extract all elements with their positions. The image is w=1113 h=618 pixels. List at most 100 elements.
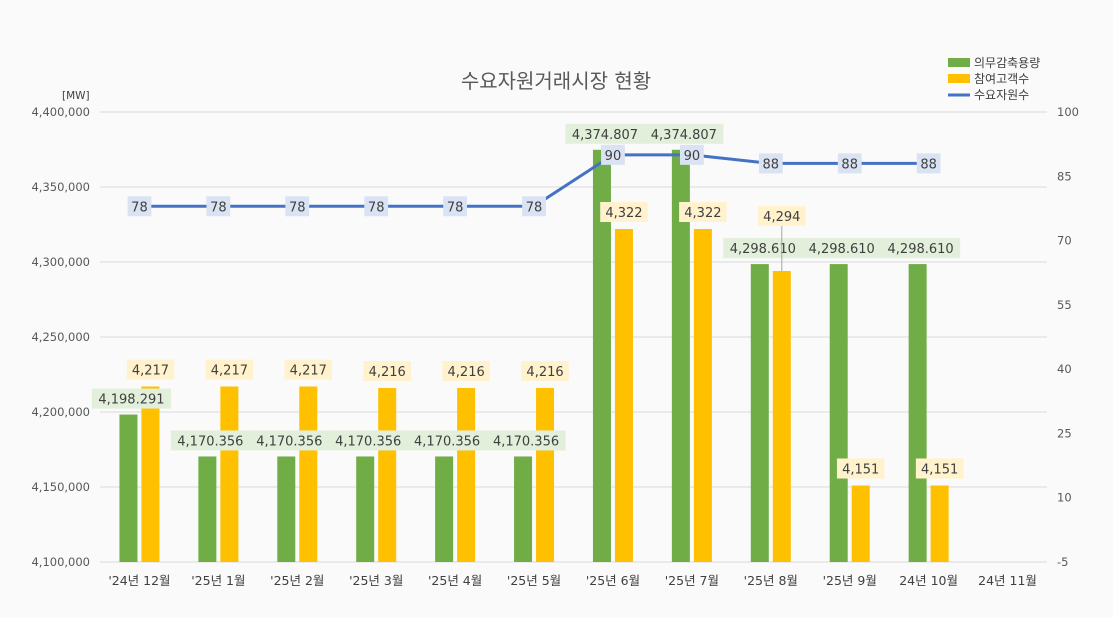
data-label-demand-resources: 78 bbox=[289, 200, 306, 215]
data-label-obligation-capacity-bg bbox=[802, 238, 882, 259]
legend-swatch bbox=[948, 74, 970, 83]
data-label-obligation-capacity-bg bbox=[328, 430, 408, 451]
data-label-customer-count-bg bbox=[758, 206, 806, 226]
data-label-demand-resources-bg bbox=[127, 196, 152, 217]
data-label-obligation-capacity-bg bbox=[170, 430, 250, 451]
category-label: 24년 10월 bbox=[899, 573, 958, 588]
data-label-obligation-capacity: 4,374.807 bbox=[651, 128, 717, 143]
bar-customer-count bbox=[299, 386, 318, 562]
data-label-obligation-capacity-bg bbox=[486, 430, 566, 451]
bar-obligation-capacity bbox=[908, 264, 927, 562]
right-axis-tick-label: 100 bbox=[1057, 105, 1079, 119]
data-label-demand-resources: 90 bbox=[684, 149, 701, 164]
data-label-customer-count-bg bbox=[679, 202, 727, 222]
legend-swatch bbox=[948, 58, 970, 67]
category-label: '25년 6월 bbox=[586, 573, 640, 588]
bar-obligation-capacity bbox=[671, 149, 690, 563]
bar-obligation-capacity bbox=[356, 456, 375, 562]
right-axis-tick-label: 10 bbox=[1057, 491, 1072, 505]
data-label-demand-resources: 78 bbox=[447, 200, 464, 215]
data-label-customer-count: 4,151 bbox=[842, 463, 879, 478]
category-label: '25년 8월 bbox=[744, 573, 798, 588]
data-label-customer-count: 4,322 bbox=[684, 206, 721, 221]
right-axis-tick-label: 70 bbox=[1057, 234, 1072, 248]
data-label-customer-count: 4,217 bbox=[132, 364, 169, 379]
category-label: '25년 2월 bbox=[270, 573, 324, 588]
bar-customer-count bbox=[378, 388, 397, 562]
left-axis-tick-label: 4,100,000 bbox=[31, 555, 90, 569]
bar-customer-count bbox=[930, 485, 949, 562]
legend-label: 의무감축용량 bbox=[974, 56, 1040, 70]
left-axis-tick-label: 4,150,000 bbox=[31, 480, 90, 494]
data-label-obligation-capacity: 4,170.356 bbox=[256, 434, 322, 449]
right-axis-tick-label: 25 bbox=[1057, 426, 1072, 440]
data-label-customer-count-bg bbox=[205, 359, 254, 380]
data-label-demand-resources-bg bbox=[837, 153, 862, 174]
category-label: '25년 3월 bbox=[349, 573, 403, 588]
bar-customer-count bbox=[141, 386, 160, 562]
data-label-demand-resources-bg bbox=[679, 144, 704, 165]
data-label-obligation-capacity: 4,298.610 bbox=[730, 242, 796, 257]
bar-customer-count bbox=[457, 388, 476, 562]
data-label-customer-count-bg bbox=[521, 361, 569, 381]
data-label-demand-resources: 78 bbox=[131, 200, 148, 215]
data-label-obligation-capacity-bg bbox=[565, 123, 645, 144]
data-label-demand-resources-bg bbox=[443, 196, 468, 217]
data-label-demand-resources: 78 bbox=[526, 200, 543, 215]
data-label-obligation-capacity-bg bbox=[644, 123, 724, 144]
bar-obligation-capacity bbox=[435, 456, 454, 562]
right-axis-tick-label: -5 bbox=[1057, 555, 1068, 569]
data-label-obligation-capacity: 4,298.610 bbox=[888, 242, 954, 257]
category-label: '24년 12월 bbox=[108, 573, 170, 588]
bar-obligation-capacity bbox=[119, 414, 138, 562]
data-label-customer-count: 4,151 bbox=[921, 463, 958, 478]
right-axis-tick-label: 55 bbox=[1057, 298, 1072, 312]
data-label-customer-count: 4,216 bbox=[448, 365, 485, 380]
data-label-demand-resources: 88 bbox=[841, 157, 858, 172]
bar-customer-count bbox=[614, 229, 633, 562]
data-label-demand-resources: 78 bbox=[210, 200, 227, 215]
data-label-customer-count-bg bbox=[442, 361, 490, 381]
data-label-customer-count-bg bbox=[836, 458, 885, 479]
data-label-demand-resources: 88 bbox=[920, 157, 937, 172]
data-label-demand-resources-bg bbox=[758, 153, 783, 174]
bar-obligation-capacity bbox=[829, 264, 848, 562]
category-label: '25년 4월 bbox=[428, 573, 482, 588]
legend-label: 참여고객수 bbox=[974, 72, 1029, 86]
data-label-demand-resources-bg bbox=[206, 196, 231, 217]
data-label-obligation-capacity: 4,374.807 bbox=[572, 128, 638, 143]
right-axis-tick-label: 85 bbox=[1057, 169, 1072, 183]
data-label-customer-count: 4,294 bbox=[763, 210, 800, 225]
data-label-demand-resources-bg bbox=[601, 144, 625, 165]
data-label-obligation-capacity-bg bbox=[91, 388, 172, 409]
data-label-customer-count: 4,217 bbox=[211, 364, 248, 379]
right-axis-tick-label: 40 bbox=[1057, 362, 1072, 376]
category-label: 24년 11월 bbox=[978, 573, 1037, 588]
left-axis-tick-label: 4,300,000 bbox=[31, 255, 90, 269]
left-axis-tick-label: 4,400,000 bbox=[31, 105, 90, 119]
data-label-customer-count-bg bbox=[126, 359, 175, 380]
category-label: '25년 1월 bbox=[191, 573, 245, 588]
data-label-obligation-capacity: 4,170.356 bbox=[177, 434, 243, 449]
left-axis-tick-label: 4,350,000 bbox=[31, 180, 90, 194]
data-label-demand-resources: 88 bbox=[763, 157, 780, 172]
data-label-demand-resources-bg bbox=[916, 153, 941, 174]
bar-customer-count bbox=[693, 229, 712, 562]
data-label-obligation-capacity-bg bbox=[723, 238, 803, 259]
category-label: '25년 5월 bbox=[507, 573, 561, 588]
data-label-customer-count: 4,216 bbox=[526, 365, 563, 380]
data-label-demand-resources-bg bbox=[364, 196, 389, 217]
bar-obligation-capacity bbox=[514, 456, 533, 562]
y-axis-unit: [MW] bbox=[62, 90, 90, 102]
chart-title: 수요자원거래시장 현황 bbox=[461, 69, 651, 93]
bar-obligation-capacity bbox=[198, 456, 217, 562]
data-label-obligation-capacity: 4,170.356 bbox=[493, 434, 559, 449]
bar-customer-count bbox=[851, 485, 870, 562]
category-label: '25년 7월 bbox=[665, 573, 719, 588]
bar-customer-count bbox=[220, 386, 239, 562]
data-label-obligation-capacity-bg bbox=[249, 430, 329, 451]
data-label-demand-resources-bg bbox=[522, 196, 546, 217]
